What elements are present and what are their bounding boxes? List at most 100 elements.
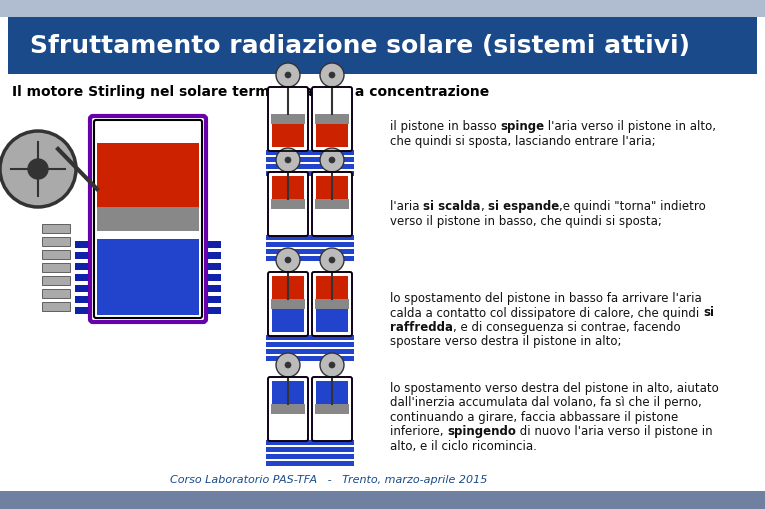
- Bar: [266, 257, 310, 262]
- Bar: [266, 249, 310, 254]
- Bar: [272, 276, 304, 302]
- FancyBboxPatch shape: [268, 272, 308, 336]
- Bar: [310, 343, 354, 347]
- Bar: [272, 209, 304, 233]
- Bar: [316, 92, 348, 118]
- Bar: [42, 290, 70, 298]
- Bar: [310, 172, 354, 177]
- Text: raffredda: raffredda: [390, 320, 453, 333]
- Bar: [316, 124, 348, 148]
- FancyBboxPatch shape: [90, 117, 206, 322]
- Bar: [266, 236, 310, 241]
- Bar: [310, 335, 354, 341]
- Circle shape: [320, 248, 344, 272]
- Bar: [272, 92, 304, 118]
- Bar: [310, 447, 354, 452]
- Bar: [266, 349, 310, 354]
- Bar: [205, 264, 221, 270]
- FancyBboxPatch shape: [312, 88, 352, 152]
- Bar: [42, 302, 70, 312]
- Bar: [315, 404, 349, 414]
- Bar: [75, 307, 91, 315]
- Bar: [316, 177, 348, 203]
- Text: Corso Laboratorio PAS-TFA   -   Trento, marzo-aprile 2015: Corso Laboratorio PAS-TFA - Trento, marz…: [170, 474, 487, 484]
- Bar: [310, 440, 354, 445]
- Bar: [0, 491, 765, 509]
- Text: si: si: [703, 306, 714, 319]
- Text: , e di conseguenza si contrae, facendo: , e di conseguenza si contrae, facendo: [453, 320, 681, 333]
- Bar: [310, 461, 354, 466]
- Circle shape: [320, 353, 344, 377]
- Bar: [266, 440, 310, 445]
- Text: lo spostamento del pistone in basso fa arrivare l'aria: lo spostamento del pistone in basso fa a…: [390, 292, 702, 304]
- Circle shape: [0, 132, 76, 208]
- Bar: [266, 151, 310, 156]
- Bar: [205, 296, 221, 303]
- Bar: [42, 224, 70, 234]
- Bar: [310, 356, 354, 361]
- Bar: [42, 238, 70, 246]
- Bar: [75, 296, 91, 303]
- Text: continuando a girare, faccia abbassare il pistone: continuando a girare, faccia abbassare i…: [390, 410, 679, 423]
- Bar: [310, 151, 354, 156]
- Text: Il motore Stirling nel solare termodinamico a concentrazione: Il motore Stirling nel solare termodinam…: [12, 85, 490, 99]
- Bar: [205, 307, 221, 315]
- Bar: [75, 286, 91, 293]
- Bar: [266, 343, 310, 347]
- Bar: [315, 115, 349, 125]
- Bar: [266, 335, 310, 341]
- Bar: [316, 276, 348, 302]
- Text: spostare verso destra il pistone in alto;: spostare verso destra il pistone in alto…: [390, 335, 621, 348]
- Bar: [42, 264, 70, 272]
- Text: l'aria verso il pistone in alto,: l'aria verso il pistone in alto,: [545, 120, 717, 133]
- Bar: [266, 242, 310, 247]
- FancyBboxPatch shape: [268, 377, 308, 441]
- Circle shape: [276, 149, 300, 173]
- Bar: [310, 165, 354, 169]
- Bar: [266, 356, 310, 361]
- Bar: [310, 454, 354, 459]
- Text: dall'inerzia accumulata dal volano, fa sì che il perno,: dall'inerzia accumulata dal volano, fa s…: [390, 395, 702, 409]
- Bar: [271, 200, 305, 210]
- Bar: [97, 208, 199, 232]
- Bar: [97, 144, 199, 216]
- Bar: [97, 240, 199, 316]
- Bar: [75, 242, 91, 248]
- Bar: [316, 381, 348, 407]
- Bar: [205, 252, 221, 260]
- Bar: [266, 158, 310, 163]
- Circle shape: [276, 248, 300, 272]
- Circle shape: [276, 353, 300, 377]
- Text: inferiore,: inferiore,: [390, 425, 448, 438]
- Bar: [266, 172, 310, 177]
- Text: calda a contatto col dissipatore di calore, che quindi: calda a contatto col dissipatore di calo…: [390, 306, 703, 319]
- Bar: [310, 242, 354, 247]
- Text: Sfruttamento radiazione solare (sistemi attivi): Sfruttamento radiazione solare (sistemi …: [30, 34, 689, 58]
- Bar: [310, 257, 354, 262]
- Bar: [271, 299, 305, 309]
- Bar: [272, 413, 304, 437]
- Bar: [266, 165, 310, 169]
- FancyBboxPatch shape: [312, 272, 352, 336]
- Text: si scalda: si scalda: [423, 200, 480, 213]
- Bar: [0, 0, 765, 18]
- Bar: [205, 286, 221, 293]
- Bar: [266, 454, 310, 459]
- Circle shape: [285, 73, 291, 79]
- Text: alto, e il ciclo ricomincia.: alto, e il ciclo ricomincia.: [390, 439, 537, 452]
- Bar: [310, 349, 354, 354]
- Bar: [8, 18, 757, 75]
- Bar: [205, 242, 221, 248]
- Text: di nuovo l'aria verso il pistone in: di nuovo l'aria verso il pistone in: [516, 425, 713, 438]
- Bar: [315, 200, 349, 210]
- Bar: [266, 447, 310, 452]
- Text: spingendo: spingendo: [448, 425, 516, 438]
- FancyBboxPatch shape: [312, 173, 352, 237]
- Circle shape: [285, 258, 291, 264]
- Circle shape: [329, 362, 335, 369]
- Bar: [271, 115, 305, 125]
- Bar: [266, 461, 310, 466]
- Bar: [75, 264, 91, 270]
- Text: ,e quindi "torna" indietro: ,e quindi "torna" indietro: [559, 200, 706, 213]
- Circle shape: [329, 158, 335, 164]
